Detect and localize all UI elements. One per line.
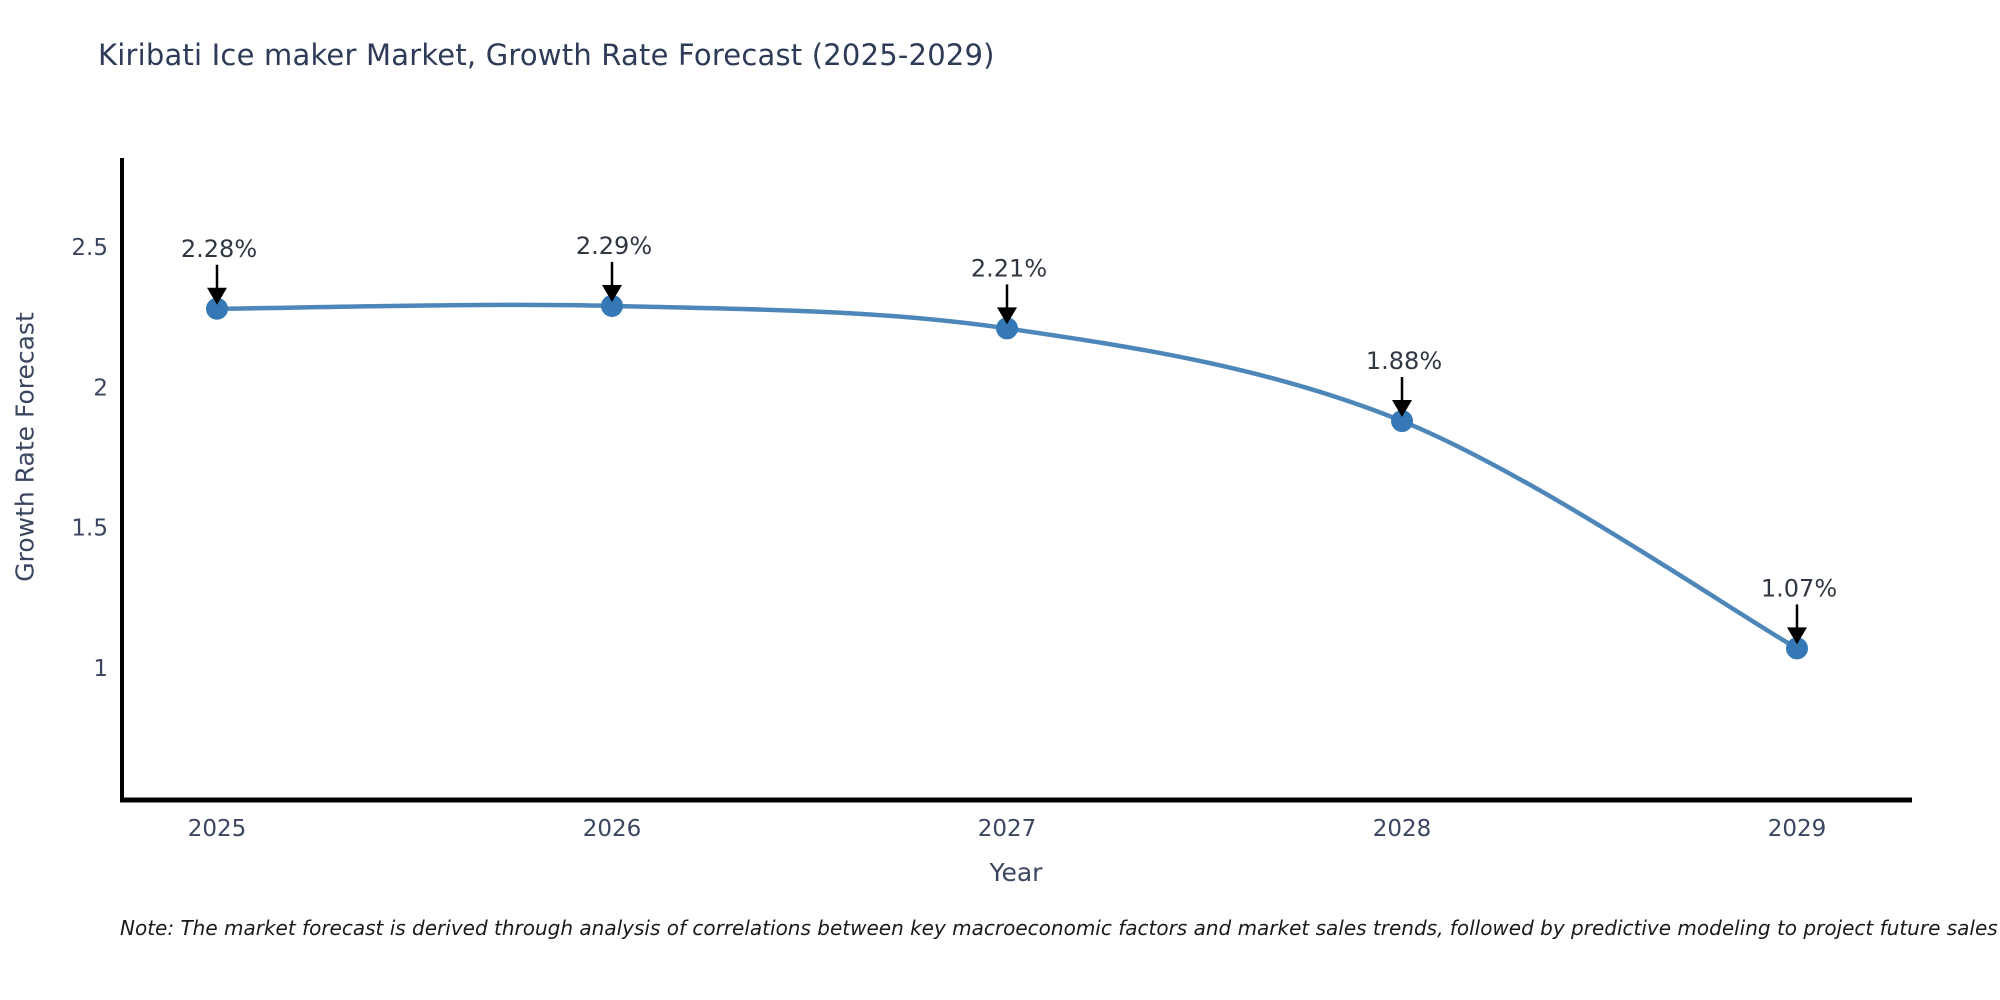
chart-title: Kiribati Ice maker Market, Growth Rate F… (98, 38, 995, 72)
y-tick-label: 1.5 (71, 516, 108, 542)
data-point-label: 1.88% (1366, 347, 1442, 375)
forecast-line (214, 302, 1800, 651)
y-tick-label: 2 (93, 375, 108, 401)
data-point-label: 1.07% (1761, 574, 1837, 602)
y-axis-title: Growth Rate Forecast (10, 312, 40, 582)
data-point-label: 2.28% (181, 235, 257, 263)
y-tick-label: 1 (93, 656, 108, 682)
footnote: Note: The market forecast is derived thr… (120, 916, 1998, 940)
data-point-label: 2.29% (576, 232, 652, 260)
annotation-arrowhead (997, 307, 1017, 325)
x-tick-label: 2029 (1768, 816, 1827, 842)
x-tick-label: 2025 (188, 816, 247, 842)
data-point-marker (1786, 637, 1808, 660)
annotation-arrowhead (1392, 400, 1412, 418)
data-point-marker (1391, 410, 1413, 433)
x-tick-label: 2028 (1373, 816, 1432, 842)
annotation-arrowhead (602, 284, 622, 302)
data-point-marker (996, 317, 1018, 340)
annotation-arrowhead (1787, 627, 1807, 645)
data-point-marker (601, 294, 623, 317)
x-tick-label: 2027 (978, 816, 1037, 842)
data-point-label: 2.21% (971, 254, 1047, 282)
y-tick-label: 2.5 (71, 235, 108, 261)
x-axis-title: Year (989, 858, 1043, 887)
x-tick-label: 2026 (583, 816, 642, 842)
data-point-marker (206, 297, 228, 320)
annotation-arrowhead (207, 287, 227, 305)
